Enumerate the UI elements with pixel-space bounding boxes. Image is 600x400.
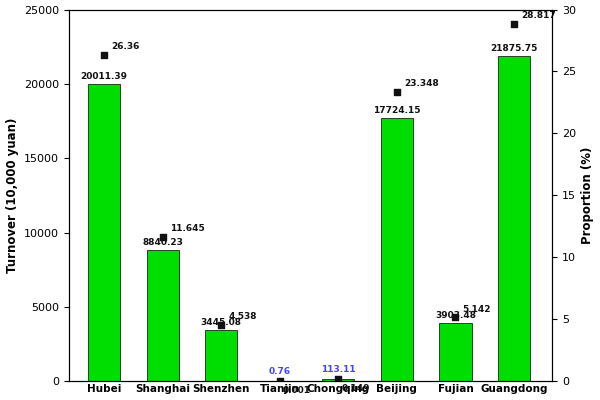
Text: 0.001: 0.001: [283, 386, 311, 395]
Text: 3903.48: 3903.48: [435, 311, 476, 320]
Text: 20011.39: 20011.39: [80, 72, 128, 81]
Bar: [88, 84, 120, 381]
Text: 21875.75: 21875.75: [490, 44, 538, 53]
Point: [275, 378, 284, 384]
Bar: [205, 330, 238, 381]
Point: [158, 234, 167, 240]
Y-axis label: Proportion (%): Proportion (%): [581, 147, 595, 244]
Point: [392, 89, 401, 95]
Bar: [498, 56, 530, 381]
Text: 5.142: 5.142: [463, 305, 491, 314]
Text: 17724.15: 17724.15: [373, 106, 421, 115]
Point: [99, 52, 109, 58]
Point: [509, 21, 519, 28]
Point: [217, 322, 226, 328]
Text: 113.11: 113.11: [321, 365, 356, 374]
Y-axis label: Turnover (10,000 yuan): Turnover (10,000 yuan): [5, 118, 19, 273]
Text: 23.348: 23.348: [404, 79, 439, 88]
Bar: [381, 118, 413, 381]
Text: 4.538: 4.538: [228, 312, 257, 321]
Text: 8840.23: 8840.23: [142, 238, 183, 247]
Point: [334, 376, 343, 382]
Bar: [439, 323, 472, 381]
Text: 28.817: 28.817: [521, 12, 556, 20]
Text: 3445.08: 3445.08: [201, 318, 242, 327]
Text: 26.36: 26.36: [111, 42, 139, 51]
Point: [451, 314, 460, 321]
Bar: [146, 250, 179, 381]
Bar: [322, 380, 355, 381]
Text: 0.76: 0.76: [269, 367, 291, 376]
Text: 11.645: 11.645: [170, 224, 205, 233]
Text: 0.149: 0.149: [341, 384, 370, 394]
